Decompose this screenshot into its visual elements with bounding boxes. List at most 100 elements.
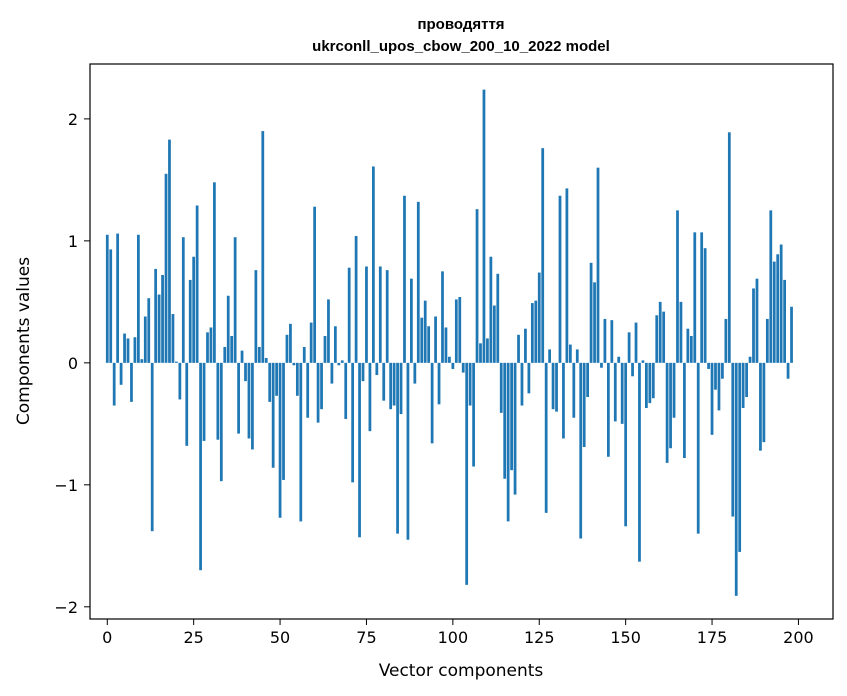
bar <box>292 362 296 366</box>
bar <box>150 362 154 532</box>
bar <box>209 327 213 363</box>
bar <box>112 362 116 406</box>
bar <box>593 282 596 363</box>
bar <box>257 346 261 363</box>
bar <box>313 206 317 363</box>
x-tick-label: 0 <box>102 628 112 647</box>
bar <box>506 362 510 522</box>
bar <box>696 362 700 534</box>
bar <box>482 89 486 363</box>
bar <box>641 360 645 363</box>
bar <box>119 362 123 385</box>
bar <box>178 362 182 400</box>
bar <box>651 362 655 399</box>
bar <box>589 262 593 363</box>
bar <box>596 167 600 363</box>
bar <box>714 362 717 390</box>
bar <box>126 338 130 363</box>
bar <box>524 328 527 363</box>
bar <box>444 327 448 363</box>
bar <box>537 272 541 363</box>
bar <box>320 362 323 410</box>
bar <box>672 362 676 418</box>
x-tick-label: 75 <box>356 628 376 647</box>
bar <box>676 210 679 363</box>
bar <box>738 362 742 552</box>
bar <box>116 233 120 363</box>
bar <box>333 326 337 363</box>
bar <box>216 362 220 440</box>
bar <box>410 278 413 363</box>
bar <box>206 332 209 363</box>
bar <box>275 362 278 396</box>
x-tick-label: 25 <box>183 628 203 647</box>
bar <box>731 362 735 517</box>
bar <box>382 362 386 401</box>
bar <box>233 237 237 363</box>
bar <box>624 362 628 527</box>
y-tick-label: 2 <box>68 110 78 129</box>
bar <box>741 362 745 408</box>
bar <box>340 360 344 363</box>
bar <box>416 201 420 363</box>
bar <box>759 362 762 451</box>
bar <box>451 362 455 369</box>
bar <box>368 362 372 432</box>
bar <box>582 362 586 448</box>
x-tick-label: 175 <box>697 628 728 647</box>
bar <box>316 362 320 423</box>
bar <box>606 362 610 457</box>
bar <box>475 209 479 363</box>
bar <box>399 362 403 415</box>
bars-group <box>105 89 793 596</box>
bar <box>631 362 634 377</box>
bar <box>579 362 583 539</box>
x-tick-label: 150 <box>610 628 641 647</box>
bar <box>610 320 614 363</box>
bar <box>765 318 769 363</box>
bar <box>568 344 572 363</box>
bar <box>492 305 496 363</box>
bar <box>790 306 793 363</box>
bar <box>299 362 303 522</box>
bar <box>181 237 185 363</box>
bar <box>351 362 355 483</box>
bar <box>437 362 441 405</box>
bar <box>244 362 247 382</box>
bar <box>199 362 202 571</box>
bar <box>721 362 724 379</box>
bar <box>130 362 133 402</box>
bar <box>613 362 617 422</box>
bar <box>510 362 513 471</box>
bar <box>665 362 669 463</box>
bar <box>375 362 379 376</box>
bar <box>309 322 313 363</box>
bar <box>562 362 565 439</box>
bar <box>226 295 230 363</box>
bar <box>527 362 531 394</box>
bar <box>365 266 368 363</box>
bar <box>213 182 216 363</box>
bar <box>520 362 524 406</box>
bar <box>586 362 590 397</box>
bar <box>779 244 783 363</box>
bar <box>517 334 520 363</box>
chart-title-line-2: ukrconll_upos_cbow_200_10_2022 model <box>312 38 610 55</box>
bar <box>285 334 289 363</box>
x-axis-ticks: 0 25 50 75 100 125 150 175 200 <box>102 619 814 647</box>
bar <box>541 148 545 363</box>
bar <box>109 249 113 363</box>
bar <box>403 195 406 363</box>
bar <box>745 362 748 397</box>
bar <box>752 288 755 363</box>
bar <box>264 357 268 363</box>
bar <box>683 362 686 458</box>
bar <box>330 362 334 384</box>
bar <box>157 294 161 363</box>
bar <box>472 362 475 467</box>
bar <box>171 314 175 363</box>
bar <box>776 254 780 363</box>
bar <box>282 362 285 480</box>
bar <box>430 362 434 444</box>
bar <box>748 356 752 363</box>
